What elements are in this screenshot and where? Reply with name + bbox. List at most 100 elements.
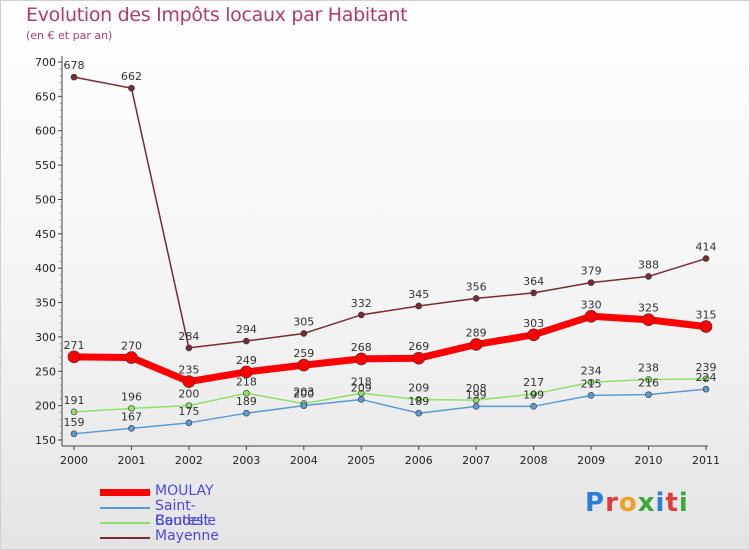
data-point-mayenne — [587, 279, 595, 286]
data-label-mayenne: 388 — [638, 258, 659, 271]
series-line-saint-baudelle — [73, 388, 707, 435]
data-label-saint-baudelle: 189 — [408, 395, 429, 408]
x-tick-label: 2005 — [347, 454, 375, 467]
data-point-saint-baudelle — [185, 419, 193, 427]
data-label-saint-baudelle: 167 — [121, 410, 142, 423]
x-tick-label: 2009 — [577, 454, 605, 467]
data-label-contest: 203 — [293, 386, 314, 399]
data-label-moulay: 315 — [696, 309, 717, 322]
data-point-contest — [243, 389, 250, 397]
data-label-contest: 234 — [581, 364, 602, 377]
data-label-contest: 239 — [696, 361, 717, 374]
data-label-contest: 209 — [408, 381, 429, 394]
data-point-mayenne — [128, 84, 135, 92]
logo-letter: i — [655, 488, 666, 518]
logo-letter: P — [585, 488, 606, 518]
series-line-moulay — [73, 312, 707, 386]
data-label-saint-baudelle: 199 — [523, 388, 544, 401]
data-label-saint-baudelle: 175 — [178, 405, 199, 418]
data-point-saint-baudelle — [645, 391, 652, 398]
data-label-moulay: 271 — [64, 339, 85, 352]
legend-swatch — [100, 537, 150, 539]
legend-swatch — [100, 489, 150, 496]
data-label-moulay: 289 — [466, 326, 487, 339]
x-tick-label: 2011 — [692, 454, 720, 467]
data-point-mayenne — [243, 337, 250, 345]
legend-swatch — [100, 522, 150, 524]
data-point-moulay — [412, 351, 426, 365]
data-label-moulay: 259 — [293, 347, 314, 360]
data-point-moulay — [699, 320, 713, 333]
data-label-mayenne: 294 — [236, 323, 257, 336]
data-label-contest: 200 — [178, 388, 199, 401]
data-label-saint-baudelle: 159 — [64, 416, 85, 429]
data-point-saint-baudelle — [70, 430, 78, 438]
data-label-mayenne: 332 — [351, 297, 372, 310]
data-point-mayenne — [415, 302, 423, 310]
y-tick-label: 350 — [35, 297, 56, 310]
series-line-mayenne — [73, 76, 707, 349]
y-tick-label: 500 — [35, 193, 56, 206]
data-label-saint-baudelle: 200 — [293, 388, 314, 401]
data-point-moulay — [642, 313, 655, 327]
data-point-moulay — [125, 351, 138, 364]
data-label-mayenne: 364 — [523, 275, 544, 288]
data-point-saint-baudelle — [702, 385, 710, 393]
data-label-moulay: 303 — [523, 317, 544, 330]
data-label-moulay: 270 — [121, 340, 142, 353]
series-line-contest — [73, 378, 707, 413]
data-point-mayenne — [185, 344, 193, 352]
data-point-saint-baudelle — [472, 403, 480, 410]
data-point-saint-baudelle — [128, 425, 135, 432]
x-tick-label: 2008 — [520, 454, 548, 467]
y-tick-label: 400 — [35, 262, 56, 275]
data-label-contest: 217 — [523, 376, 544, 389]
x-tick-label: 2006 — [405, 454, 433, 467]
data-label-moulay: 249 — [236, 354, 257, 367]
data-label-mayenne: 356 — [466, 280, 487, 293]
data-label-contest: 218 — [236, 375, 257, 388]
data-label-mayenne: 345 — [408, 288, 429, 301]
data-point-moulay — [240, 365, 253, 379]
data-label-saint-baudelle: 215 — [581, 377, 602, 390]
y-tick-label: 150 — [35, 434, 56, 447]
data-label-moulay: 325 — [638, 302, 659, 315]
data-label-moulay: 235 — [178, 364, 199, 377]
x-tick-label: 2001 — [117, 454, 145, 467]
data-point-moulay — [67, 350, 81, 364]
x-tick-label: 2000 — [60, 454, 88, 467]
data-point-mayenne — [645, 273, 652, 280]
data-label-mayenne: 678 — [64, 59, 85, 72]
legend-label: Saint-Baudelle — [155, 498, 216, 529]
y-tick-label: 300 — [35, 331, 56, 344]
data-point-saint-baudelle — [300, 402, 308, 409]
y-tick-label: 650 — [35, 90, 56, 103]
data-label-moulay: 330 — [581, 298, 602, 311]
data-point-saint-baudelle — [243, 409, 250, 417]
data-point-mayenne — [472, 295, 480, 302]
data-point-moulay — [584, 309, 598, 323]
data-label-mayenne: 414 — [696, 241, 717, 254]
data-label-saint-baudelle: 189 — [236, 395, 257, 408]
x-tick-label: 2007 — [462, 454, 490, 467]
data-point-mayenne — [530, 289, 537, 297]
data-point-contest — [645, 376, 652, 383]
y-tick-label: 700 — [35, 56, 56, 69]
logo-letter: o — [618, 488, 638, 518]
data-label-contest: 208 — [466, 382, 487, 395]
y-tick-label: 600 — [35, 125, 56, 138]
data-label-saint-baudelle: 199 — [466, 388, 487, 401]
data-label-mayenne: 662 — [121, 70, 142, 83]
proxiti-logo: Proxiti — [585, 488, 689, 518]
legend-label: Mayenne — [155, 528, 219, 544]
data-point-moulay — [354, 352, 368, 366]
logo-letter: r — [605, 488, 619, 518]
data-point-saint-baudelle — [415, 409, 423, 417]
data-point-contest — [185, 402, 193, 409]
data-label-saint-baudelle: 224 — [696, 371, 717, 384]
data-point-mayenne — [357, 311, 365, 319]
y-tick-label: 250 — [35, 365, 56, 378]
data-point-saint-baudelle — [357, 396, 365, 403]
data-point-saint-baudelle — [530, 403, 537, 410]
